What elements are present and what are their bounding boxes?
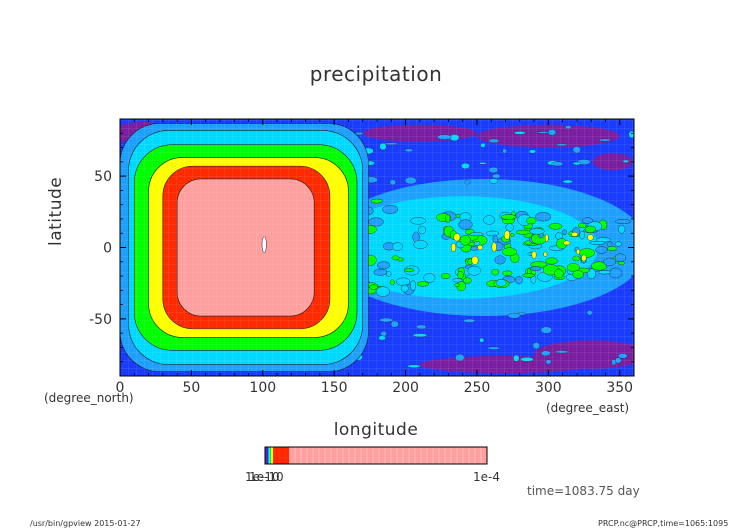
y-tick-label: 0	[103, 241, 112, 257]
x-tick-label: 100	[249, 380, 276, 396]
chart-title: precipitation	[309, 62, 443, 86]
y-axis: -50 0 50	[89, 132, 634, 363]
colorbar-segment	[270, 447, 271, 464]
colorbar-label-left: 1e-10	[245, 470, 280, 484]
colorbar-frame	[264, 446, 488, 465]
colorbar-label-left-overlap: 1e-10	[249, 470, 284, 484]
colorbar-segment	[269, 447, 270, 464]
x-tick-label: 50	[182, 380, 200, 396]
x-axis: 0 50 100 150 200 250 300 350	[116, 119, 633, 396]
time-annotation: time=1083.75 day	[527, 484, 640, 498]
x-tick-label: 150	[321, 380, 348, 396]
x-tick-label: 250	[464, 380, 491, 396]
colorbar-segment	[289, 447, 487, 464]
x-axis-unit: (degree_east)	[546, 401, 630, 415]
colorbar-segment	[271, 447, 273, 464]
colorbar-label-right: 1e-4	[473, 470, 500, 484]
x-tick-label: 0	[116, 380, 125, 396]
colorbar-segment	[273, 447, 289, 464]
x-tick-label: 350	[606, 380, 633, 396]
x-tick-label: 200	[392, 380, 419, 396]
colorbar-segment	[265, 447, 267, 464]
colorbar-segment	[267, 447, 268, 464]
grid-overlay	[120, 119, 634, 376]
y-axis-label: latitude	[46, 176, 66, 246]
y-tick-label: -50	[89, 312, 112, 328]
x-axis-label: longitude	[333, 420, 419, 440]
y-axis-unit: (degree_north)	[44, 391, 134, 405]
contour-field	[120, 119, 634, 376]
footer-right: PRCP.nc@PRCP,time=1065:1095	[598, 519, 729, 528]
y-tick-label: 50	[94, 169, 112, 185]
colorbar-segment	[268, 447, 269, 464]
footer-left: /usr/bin/gpview 2015-01-27	[30, 519, 141, 528]
x-tick-label: 300	[535, 380, 562, 396]
